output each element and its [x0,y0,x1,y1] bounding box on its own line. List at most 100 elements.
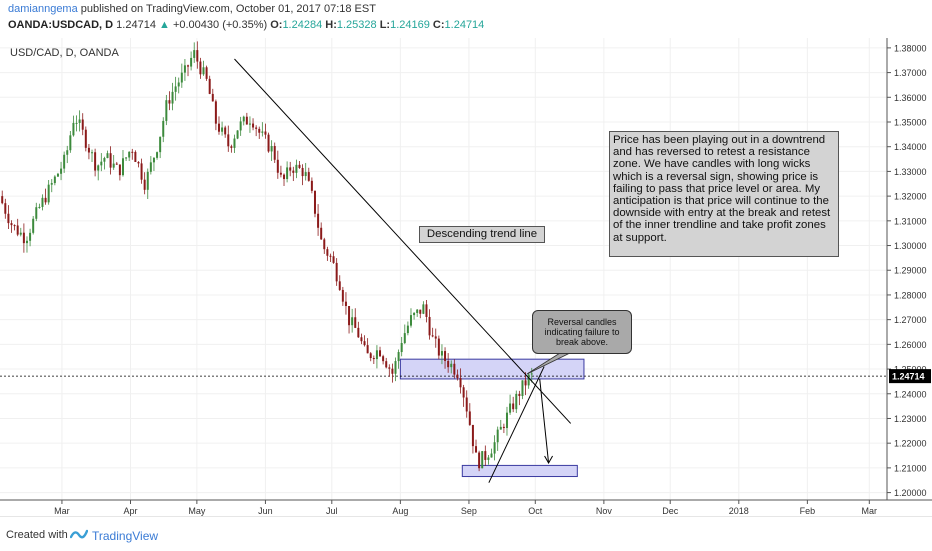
candle-body [190,57,193,67]
candle-body [112,163,115,168]
candle-body [437,338,440,356]
candle-body [239,121,242,131]
price-tick-label: 1.31000 [894,216,927,226]
price-tick-label: 1.24000 [894,389,927,399]
time-tick-label: Nov [596,506,613,516]
trendline-layer [234,58,572,483]
candle-body [38,206,41,208]
candle-body [372,358,375,360]
candle-body [10,223,13,226]
last-price: 1.24714 [116,19,156,31]
candle-body [360,337,363,342]
price-tick-label: 1.29000 [894,266,927,276]
candle-body [440,351,443,356]
price-chart[interactable]: USD/CAD, D, OANDA 1.20000 1.21000 1.22000 1… [0,38,932,516]
candle-body [416,309,419,313]
candle-body [183,65,186,73]
candle-body [56,173,59,177]
time-axis: Mar Apr May Jun Jul Aug Sep Oct Nov Dec 2018 Feb Mar [54,500,877,516]
candle-body [258,128,261,133]
candle-body [69,135,72,151]
candle-body [25,240,28,244]
candle-body [227,134,230,147]
candle-body [187,65,190,67]
candle-body [60,168,63,174]
price-tick-label: 1.22000 [894,439,927,449]
candle-body [22,232,25,244]
candle-body [379,350,382,357]
candle-body [261,131,264,133]
candle-body [490,453,493,458]
price-tick-label: 1.26000 [894,340,927,350]
candle-body [496,429,499,443]
candle-body [388,367,391,369]
candle-body [509,403,512,413]
candle-body [165,100,168,121]
price-tick-label: 1.34000 [894,142,927,152]
price-tick-label: 1.32000 [894,192,927,202]
last-price-tag [889,369,931,384]
candle-body [409,315,412,326]
candle-body [354,317,357,328]
candle-body [499,426,502,430]
change-arrow-icon: ▲ [159,19,170,31]
candle-body [267,134,270,152]
candle-body [4,203,7,214]
candle-body [230,146,233,148]
candle-body [224,127,227,135]
candle-body [279,172,282,175]
candle-body [94,152,97,171]
time-tick-label: Mar [862,506,878,516]
candle-body [1,196,4,204]
candle-body [270,146,273,152]
chart-title: USD/CAD, D, OANDA [10,47,119,59]
candle-body [248,123,251,125]
candle-body [444,351,447,361]
candle-body [527,374,530,386]
candle-body [143,179,146,190]
candle-body [273,146,276,160]
candle-body [146,171,149,190]
candle-body [369,353,372,359]
candle-body [72,122,75,136]
candle-body [106,153,109,159]
candle-body [78,119,81,123]
candle-body [344,301,347,307]
candle-body [283,174,286,180]
zone-box [461,464,578,478]
chart-header: damianngema published on TradingView.com… [0,0,932,38]
candle-body [211,93,214,102]
candle-body [484,451,487,460]
candle-body [406,325,409,334]
time-tick-label: Feb [800,506,816,516]
candle-body [87,147,90,153]
candle-layer [1,41,533,472]
price-tick-label: 1.23000 [894,414,927,424]
tradingview-brand[interactable]: TradingView [92,529,159,543]
author-link[interactable]: damianngema [8,3,78,15]
candle-body [242,116,245,122]
candle-body [518,393,521,396]
candle-body [81,119,84,130]
candle-body [478,452,481,469]
candle-body [434,336,437,339]
candle-body [137,161,140,164]
candle-body [335,262,338,282]
candle-body [403,333,406,344]
candle-body [397,352,400,362]
high-value: 1.25328 [336,19,377,31]
price-tick-label: 1.33000 [894,167,927,177]
candle-body [221,127,224,132]
candle-body [447,360,450,368]
candle-body [66,150,69,155]
price-tick-label: 1.30000 [894,241,927,251]
candle-body [125,157,128,159]
candle-body [233,138,236,148]
candle-body [413,312,416,316]
candle-body [156,152,159,158]
candle-body [329,255,332,257]
candle-body [245,116,248,125]
candle-body [128,151,131,158]
candle-body [75,122,78,124]
candle-body [121,158,124,176]
